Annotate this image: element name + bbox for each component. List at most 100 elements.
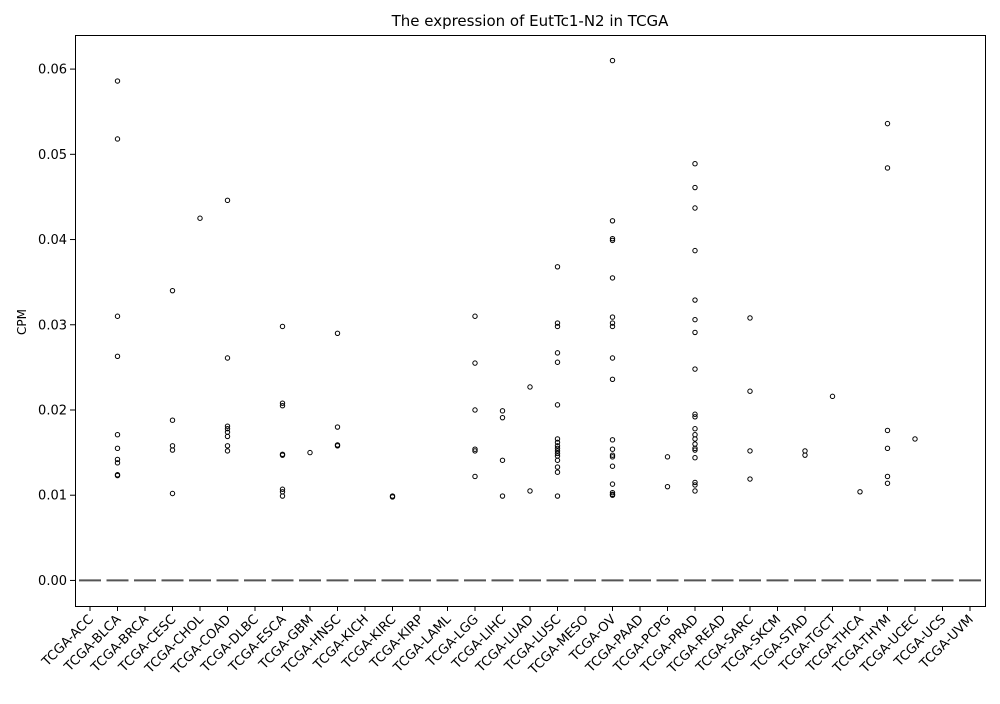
outlier-point xyxy=(389,494,396,500)
outlier-point xyxy=(114,445,121,452)
outlier-point xyxy=(609,481,616,487)
outlier-point xyxy=(279,493,286,499)
outlier-point xyxy=(554,450,561,457)
outlier-point xyxy=(554,445,561,452)
outlier-point xyxy=(609,235,616,242)
outlier-point xyxy=(472,407,478,413)
outlier-point xyxy=(169,417,176,423)
outlier-point xyxy=(554,320,561,326)
outlier-point xyxy=(197,215,203,221)
outlier-point xyxy=(609,452,616,458)
outlier-point xyxy=(554,457,561,463)
outlier-point xyxy=(472,448,478,454)
outlier-point xyxy=(224,448,231,454)
outlier-point xyxy=(609,437,616,443)
outlier-point xyxy=(554,439,561,446)
outlier-point xyxy=(692,426,698,432)
outlier-point xyxy=(884,427,891,434)
outlier-point xyxy=(747,388,753,394)
outlier-point xyxy=(692,414,698,420)
outlier-point xyxy=(609,376,616,383)
y-tick-label: 0.00 xyxy=(38,574,67,589)
outlier-point xyxy=(609,237,616,244)
outlier-point xyxy=(692,436,698,442)
y-tick-label: 0.02 xyxy=(38,403,67,418)
outlier-point xyxy=(609,320,616,326)
outlier-point xyxy=(224,355,231,361)
outlier-point xyxy=(747,315,753,321)
outlier-point xyxy=(747,448,753,454)
outlier-point xyxy=(224,423,231,429)
outlier-point xyxy=(334,443,341,449)
outlier-point xyxy=(554,264,561,270)
outlier-point xyxy=(554,350,561,356)
outlier-point xyxy=(609,57,616,64)
outlier-point xyxy=(279,403,286,409)
y-tick-label: 0.01 xyxy=(38,489,67,504)
outlier-point xyxy=(884,445,891,452)
outlier-point xyxy=(554,443,561,449)
outlier-point xyxy=(609,454,616,460)
outlier-point xyxy=(472,446,478,452)
outlier-point xyxy=(334,424,341,430)
plot-frame xyxy=(75,35,986,607)
outlier-point xyxy=(472,313,478,319)
outlier-point xyxy=(692,411,698,417)
outlier-point xyxy=(912,436,918,442)
outlier-point xyxy=(554,464,561,470)
outlier-point xyxy=(554,323,561,330)
y-tick-label: 0.06 xyxy=(38,63,67,78)
outlier-point xyxy=(609,314,616,320)
outlier-point xyxy=(114,456,121,463)
outlier-point xyxy=(114,353,121,359)
outlier-point xyxy=(802,452,808,458)
outlier-point xyxy=(692,432,698,438)
outlier-point xyxy=(692,160,698,167)
outlier-point xyxy=(169,490,176,497)
outlier-point xyxy=(884,165,891,171)
outlier-point xyxy=(307,449,313,456)
y-tick-label: 0.03 xyxy=(38,318,67,333)
outlier-point xyxy=(692,205,698,211)
outlier-point xyxy=(224,443,231,449)
outlier-point xyxy=(169,447,176,453)
outlier-point xyxy=(224,433,231,440)
outlier-point xyxy=(554,402,561,408)
outlier-point xyxy=(554,493,561,499)
outlier-point xyxy=(554,359,561,365)
outlier-point xyxy=(114,136,121,142)
outlier-point xyxy=(224,426,231,432)
outlier-point xyxy=(802,448,808,454)
outlier-point xyxy=(692,316,698,323)
outlier-point xyxy=(692,482,698,488)
outlier-point xyxy=(664,454,671,460)
outlier-point xyxy=(279,400,286,406)
outlier-point xyxy=(114,472,121,479)
outlier-point xyxy=(279,486,286,492)
outlier-point xyxy=(692,297,698,303)
outlier-point xyxy=(692,441,698,447)
y-axis-label: CPM xyxy=(15,309,29,335)
outlier-point xyxy=(609,446,616,452)
y-tick-label: 0.05 xyxy=(38,148,67,163)
outlier-point xyxy=(554,448,561,454)
outlier-point xyxy=(279,323,286,330)
outlier-point xyxy=(692,247,698,254)
outlier-point xyxy=(884,120,891,127)
outlier-point xyxy=(609,355,616,361)
outlier-point xyxy=(279,452,286,458)
outlier-point xyxy=(114,460,121,466)
outlier-point xyxy=(692,488,698,494)
outlier-point xyxy=(499,408,506,414)
outlier-point xyxy=(692,184,698,191)
outlier-point xyxy=(692,366,698,372)
outlier-point xyxy=(114,313,121,319)
outlier-point xyxy=(224,197,231,204)
outlier-point xyxy=(609,218,616,224)
chart-title: The expression of EutTc1-N2 in TCGA xyxy=(391,12,670,30)
outlier-point xyxy=(499,457,506,463)
outlier-point xyxy=(884,473,891,480)
outlier-point xyxy=(664,483,671,490)
